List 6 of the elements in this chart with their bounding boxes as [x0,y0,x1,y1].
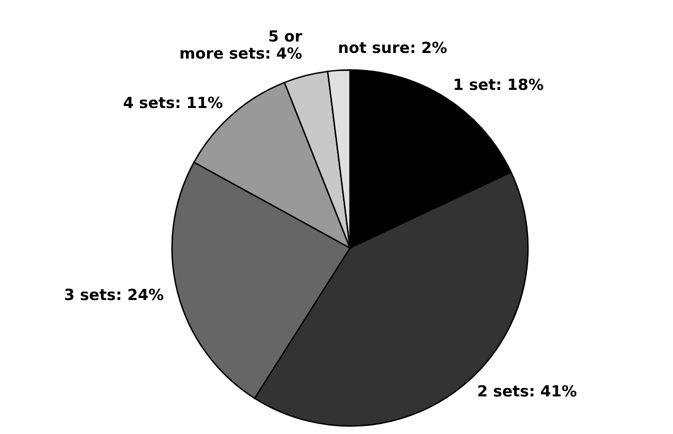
slice-label: 5 or more sets: 4% [180,30,302,59]
slice-label: 4 sets: 11% [124,96,222,108]
slice-label: 3 sets: 24% [65,288,164,300]
slice-label: 2 sets: 41% [478,385,576,397]
slice-label: not sure: 2% [339,42,447,54]
slice-label: 1 set: 18% [454,78,544,90]
